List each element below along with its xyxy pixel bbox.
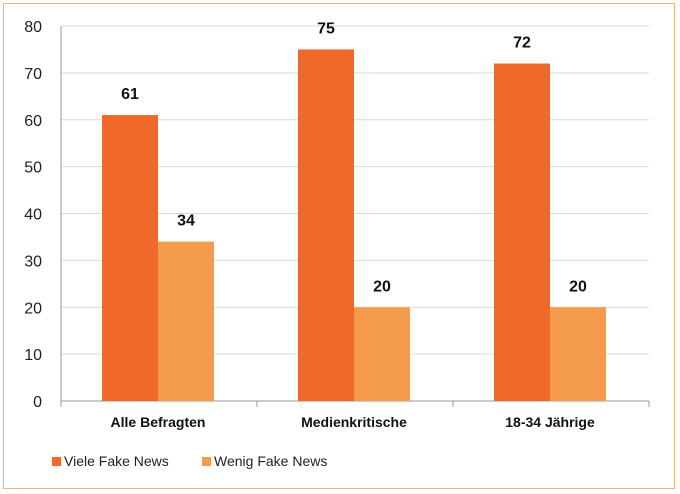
x-category-label-2: 18-34 Jährige xyxy=(505,414,595,430)
data-label-viele-0: 61 xyxy=(121,86,139,103)
bars xyxy=(102,49,606,401)
y-tick-label-70: 70 xyxy=(24,66,42,83)
bar-viele-2 xyxy=(494,63,550,401)
bar-wenig-0 xyxy=(158,241,214,401)
bar-viele-0 xyxy=(102,115,158,401)
x-category-label-1: Medienkritische xyxy=(301,414,407,430)
y-tick-label-30: 30 xyxy=(24,253,42,270)
y-tick-label-10: 10 xyxy=(24,347,42,364)
data-label-wenig-0: 34 xyxy=(177,213,195,230)
labels: 0 10 20 30 40 50 60 70 80 61 34 Alle Befragten 75 20 M… xyxy=(24,19,595,430)
bar-wenig-2 xyxy=(550,307,606,401)
legend-swatch-viele xyxy=(52,457,61,466)
y-tick-label-50: 50 xyxy=(24,160,42,177)
data-label-wenig-1: 20 xyxy=(373,278,391,295)
data-label-viele-2: 72 xyxy=(513,35,531,52)
legend-label-viele: Viele Fake News xyxy=(64,453,169,469)
legend-swatch-wenig xyxy=(202,457,211,466)
x-category-label-0: Alle Befragten xyxy=(111,414,206,430)
data-label-viele-1: 75 xyxy=(317,20,335,37)
y-tick-label-60: 60 xyxy=(24,113,42,130)
y-tick-label-0: 0 xyxy=(33,394,42,411)
bar-viele-1 xyxy=(298,49,354,401)
y-tick-label-20: 20 xyxy=(24,300,42,317)
legend: Viele Fake News Wenig Fake News xyxy=(52,453,327,469)
data-label-wenig-2: 20 xyxy=(569,278,587,295)
y-tick-label-40: 40 xyxy=(24,207,42,224)
bar-wenig-1 xyxy=(354,307,410,401)
legend-label-wenig: Wenig Fake News xyxy=(214,453,327,469)
y-tick-label-80: 80 xyxy=(24,19,42,36)
